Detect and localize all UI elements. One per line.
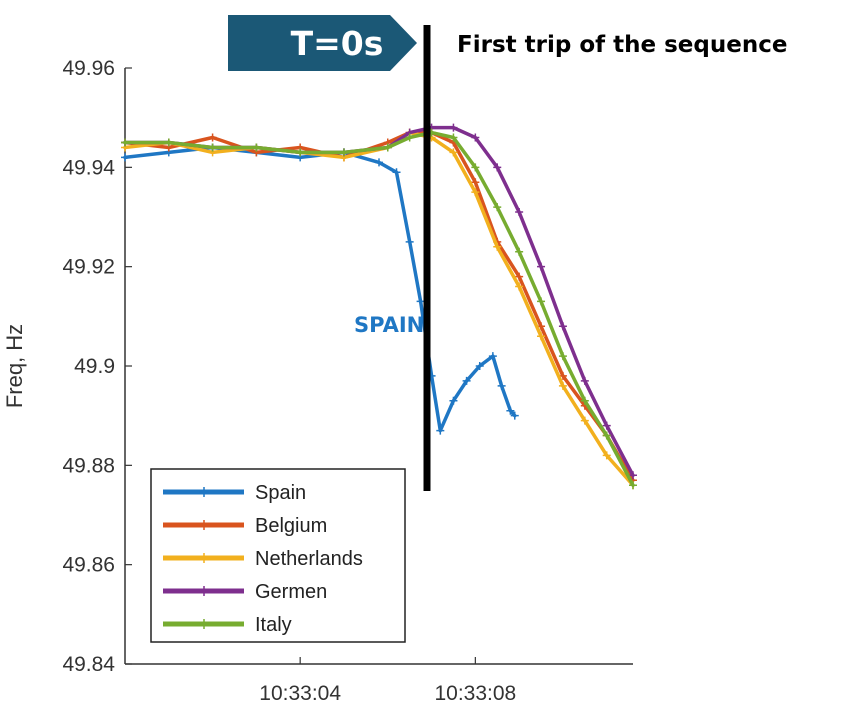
series-point (602, 431, 611, 440)
series-point (602, 451, 611, 460)
series-point (392, 168, 401, 177)
series-point (375, 158, 383, 167)
series-point (208, 133, 217, 142)
series-point (121, 138, 129, 147)
y-tick-label: 49.86 (62, 554, 115, 577)
t0-callout: T=0s (228, 15, 417, 71)
series-point (629, 471, 637, 480)
y-tick-label: 49.88 (62, 454, 115, 477)
series-point (436, 426, 445, 435)
series-point (493, 242, 502, 251)
y-tick-label: 49.94 (62, 156, 115, 179)
y-tick-label: 49.84 (62, 653, 115, 676)
legend-label: Belgium (255, 515, 327, 537)
series-point (580, 416, 589, 425)
series-point (416, 297, 425, 306)
series-point (493, 163, 502, 172)
y-ticks: 49.84 49.86 49.88 49.9 49.92 49.94 49.96 (62, 57, 132, 676)
series-point (558, 322, 567, 331)
series-point (537, 297, 546, 306)
series-point (580, 396, 589, 405)
y-axis-label: Freq, Hz (2, 324, 27, 408)
y-tick-label: 49.92 (62, 256, 115, 279)
series-point (471, 133, 480, 142)
series-point (121, 153, 129, 162)
legend-label: Germen (255, 581, 327, 603)
y-tick-label: 49.96 (62, 57, 115, 80)
trip-annotation: First trip of the sequence (457, 32, 787, 58)
series-point (629, 481, 637, 490)
series-point (475, 362, 484, 370)
series-point (506, 406, 515, 415)
series-point (208, 143, 217, 152)
series-line-germen (123, 125, 635, 478)
series-point (537, 262, 546, 271)
legend-marker (199, 520, 209, 530)
legend-label: Spain (255, 482, 306, 504)
series-point (449, 133, 458, 142)
legend-marker (199, 553, 209, 563)
series-layer (121, 123, 637, 490)
legend-label: Netherlands (255, 548, 363, 570)
x-tick-label: 10:33:08 (434, 682, 516, 705)
series-point (602, 421, 611, 430)
series-point (515, 282, 524, 291)
legend-label: Italy (255, 614, 292, 636)
series-point (405, 133, 414, 142)
series-point (449, 396, 458, 405)
spain-annotation: SPAIN (354, 313, 424, 337)
series-point (164, 138, 173, 147)
legend-marker (199, 487, 209, 497)
series-point (296, 148, 305, 157)
series-point (558, 381, 567, 390)
series-point (515, 247, 524, 256)
series-point (515, 208, 524, 217)
series-point (252, 143, 261, 152)
series-point (339, 148, 348, 157)
series-point (537, 332, 546, 341)
t0-label: T=0s (291, 24, 384, 63)
legend-marker (199, 619, 209, 629)
legend: Spain Belgium Netherlands Germen Italy (150, 468, 406, 643)
x-tick-label: 10:33:04 (259, 682, 341, 705)
series-point (383, 143, 392, 152)
series-point (449, 148, 458, 157)
series-point (405, 237, 414, 246)
series-point (471, 188, 480, 197)
plot-area: 49.84 49.86 49.88 49.9 49.92 49.94 49.96 10:33… (62, 57, 637, 705)
series-point (493, 203, 502, 212)
x-ticks: 10:33:04 10:33:08 (259, 657, 516, 705)
series-point (515, 272, 524, 281)
legend-marker (199, 586, 209, 596)
series-point (449, 123, 458, 132)
series-line-italy (123, 130, 635, 487)
series-point (471, 163, 480, 172)
series-point (488, 352, 497, 361)
t0-arrow-shape (228, 15, 417, 71)
series-point (471, 178, 480, 187)
series-point (462, 376, 471, 385)
series-point (558, 352, 567, 361)
y-tick-label: 49.9 (74, 355, 115, 378)
legend-items: Spain Belgium Netherlands Germen Italy (163, 482, 363, 636)
series-point (580, 376, 589, 385)
series-point (497, 381, 506, 390)
series-line-spain (123, 145, 517, 433)
series-point (510, 411, 519, 420)
